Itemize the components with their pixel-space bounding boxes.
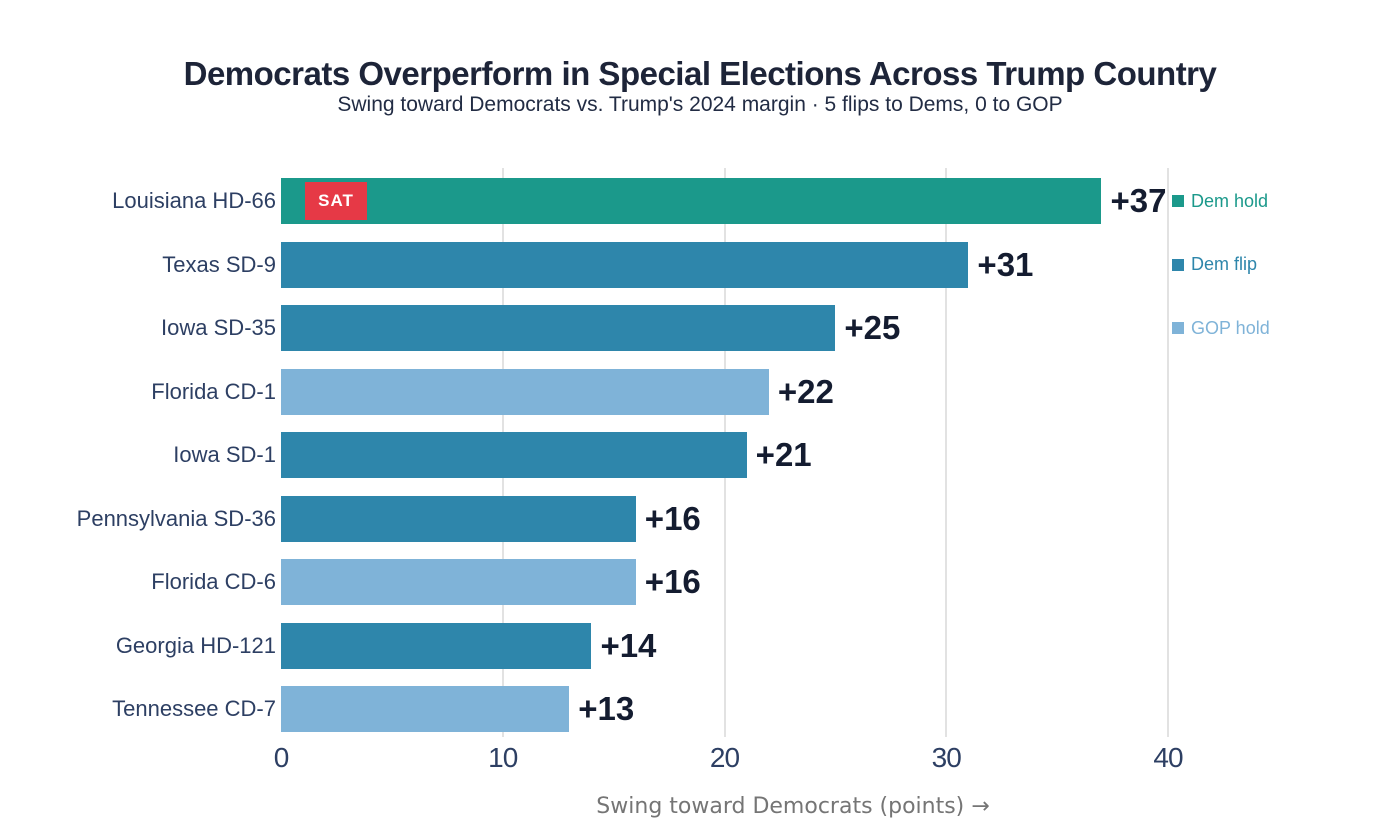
sat-badge: SAT	[305, 182, 367, 220]
x-tick-label: 10	[488, 742, 518, 773]
chart-subtitle: Swing toward Democrats vs. Trump's 2024 …	[337, 93, 1063, 116]
category-label: Louisiana HD-66	[112, 188, 276, 213]
bar	[281, 368, 769, 415]
value-label: +16	[644, 563, 701, 600]
value-label: +21	[755, 436, 812, 473]
bar	[281, 559, 636, 605]
legend-item: GOP hold	[1172, 317, 1270, 339]
value-label: +14	[600, 626, 657, 664]
value-label: +16	[644, 499, 701, 537]
bar	[281, 432, 747, 478]
legend-label: Dem flip	[1191, 254, 1258, 274]
legend-swatch	[1172, 322, 1184, 334]
bar	[281, 241, 969, 288]
x-tick-label: 0	[273, 742, 290, 773]
bar: SAT	[281, 178, 1102, 224]
category-label: Florida CD-1	[151, 378, 276, 404]
bar	[281, 622, 592, 669]
category-label: Iowa SD-35	[161, 315, 276, 340]
legend-item: Dem hold	[1172, 190, 1268, 212]
x-tick-label: 40	[1153, 742, 1183, 773]
value-label: +31	[977, 245, 1034, 283]
category-label: Iowa SD-1	[173, 442, 276, 467]
category-label: Tennessee CD-7	[112, 696, 276, 721]
value-label: +22	[777, 372, 834, 410]
gridline	[1167, 168, 1169, 737]
category-label: Pennsylvania SD-36	[76, 505, 276, 531]
bar	[281, 686, 570, 732]
gridline	[945, 168, 948, 737]
legend-label: GOP hold	[1191, 317, 1270, 338]
x-axis-label: Swing toward Democrats (points) →	[596, 794, 990, 819]
bar	[281, 305, 836, 351]
category-label: Florida CD-6	[151, 569, 276, 594]
x-tick-label: 20	[709, 742, 740, 773]
chart-title: Democrats Overperform in Special Electio…	[183, 55, 1217, 92]
legend-swatch	[1172, 258, 1184, 271]
value-label: +13	[578, 690, 635, 727]
legend-item: Dem flip	[1172, 254, 1257, 276]
category-label: Texas SD-9	[162, 251, 276, 277]
value-label: +25	[844, 309, 901, 346]
legend-swatch	[1172, 195, 1184, 207]
category-label: Georgia HD-121	[115, 632, 276, 658]
x-tick-label: 30	[931, 742, 962, 773]
legend-label: Dem hold	[1191, 190, 1269, 211]
bar	[281, 495, 636, 542]
value-label: +37	[1110, 182, 1167, 219]
